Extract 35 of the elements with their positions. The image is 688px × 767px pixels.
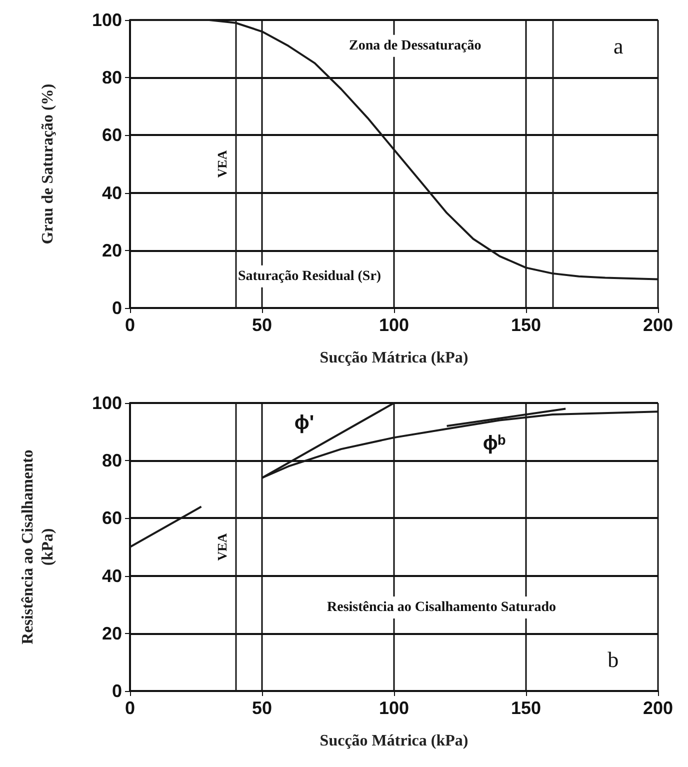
y-tick-label: 80: [102, 450, 122, 471]
annotation: Resistência ao Cisalhamento Saturado: [326, 600, 556, 615]
x-axis-title: Sucção Mátrica (kPa): [320, 732, 468, 750]
annotation: Zona de Dessaturação: [349, 38, 482, 54]
x-tick-label: 150: [510, 698, 542, 718]
y-tick-label: 60: [102, 125, 122, 146]
x-axis-title: Sucção Mátrica (kPa): [320, 350, 468, 366]
annotation: Saturação Residual (Sr): [238, 268, 382, 284]
x-tick-label: 200: [642, 698, 674, 718]
y-tick-label: 60: [102, 508, 122, 528]
x-tick-label: 100: [378, 698, 410, 718]
y-tick-label: 40: [102, 182, 122, 203]
y-tick-label: 40: [102, 566, 122, 586]
x-tick-label: 200: [642, 315, 674, 335]
y-tick-label: 0: [112, 298, 122, 318]
ref-line-label: VEA: [214, 532, 230, 561]
x-tick-label: 50: [252, 698, 272, 718]
annotation: b: [608, 646, 619, 672]
annotation: ϕᵇ: [482, 432, 506, 454]
x-tick-label: 0: [124, 698, 136, 718]
y-tick-label: 100: [92, 393, 122, 413]
x-tick-label: 100: [378, 315, 410, 335]
annotation: ϕ': [294, 412, 314, 434]
x-tick-label: 0: [124, 315, 136, 335]
y-tick-label: 100: [92, 10, 122, 30]
y-tick-label: 20: [102, 623, 122, 644]
y-axis-title: Grau de Saturação (%): [40, 84, 56, 244]
x-tick-label: 150: [510, 315, 542, 335]
y-tick-label: 20: [102, 240, 122, 260]
y-axis-title: Resistência ao Cisalhamento (kPa): [20, 450, 56, 644]
annotation: a: [614, 33, 624, 58]
y-tick-label: 0: [112, 681, 122, 701]
y-tick-label: 80: [102, 68, 122, 88]
x-tick-label: 50: [252, 315, 272, 335]
ref-line-label: VEA: [214, 150, 230, 178]
